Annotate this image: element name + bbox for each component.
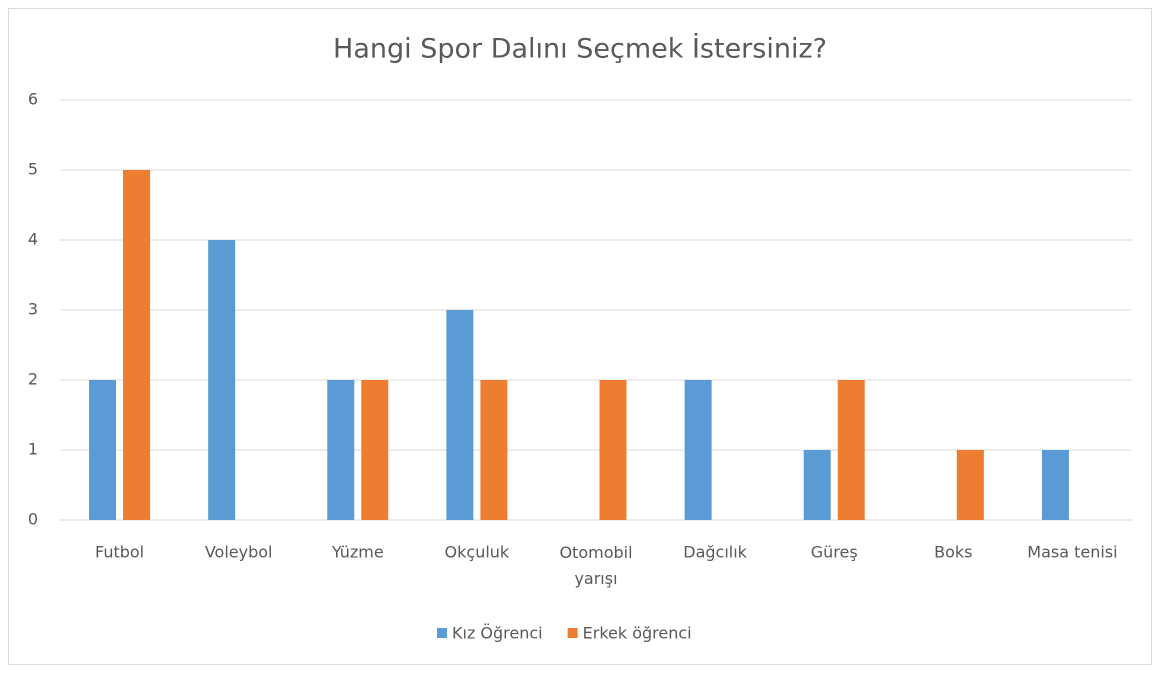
y-tick-label: 5 bbox=[28, 160, 38, 179]
x-tick-label: Otomobil yarışı bbox=[559, 543, 632, 588]
bar bbox=[327, 380, 355, 520]
y-tick-label: 2 bbox=[28, 370, 38, 389]
x-tick-label: Dağcılık bbox=[683, 543, 747, 562]
x-tick-label: Masa tenisi bbox=[1027, 543, 1117, 562]
bar bbox=[89, 380, 117, 520]
bar bbox=[1041, 450, 1069, 520]
x-tick-label: Okçuluk bbox=[445, 543, 510, 562]
chart-title: Hangi Spor Dalını Seçmek İstersiniz? bbox=[333, 33, 827, 65]
bar bbox=[123, 170, 151, 520]
legend-swatch bbox=[437, 628, 447, 638]
bar bbox=[599, 380, 627, 520]
bar bbox=[803, 450, 831, 520]
bar bbox=[837, 380, 865, 520]
bar bbox=[361, 380, 389, 520]
chart-border bbox=[8, 8, 1152, 665]
bar bbox=[956, 450, 984, 520]
y-tick-label: 1 bbox=[28, 440, 38, 459]
legend-swatch bbox=[567, 628, 578, 638]
bar bbox=[208, 240, 236, 520]
bar bbox=[446, 310, 474, 520]
bar bbox=[480, 380, 508, 520]
y-tick-label: 3 bbox=[28, 300, 38, 319]
y-tick-label: 0 bbox=[28, 510, 38, 529]
x-tick-label: Yüzme bbox=[331, 543, 384, 562]
legend-label: Kız Öğrenci bbox=[452, 624, 543, 643]
x-tick-label: Voleybol bbox=[205, 543, 273, 562]
x-tick-label: Boks bbox=[934, 543, 972, 562]
legend-label: Erkek öğrenci bbox=[583, 624, 692, 643]
x-tick-label: Güreş bbox=[811, 543, 858, 562]
y-tick-label: 4 bbox=[28, 230, 38, 249]
y-tick-label: 6 bbox=[28, 90, 38, 109]
x-tick-label: Futbol bbox=[95, 543, 144, 562]
bar bbox=[684, 380, 712, 520]
